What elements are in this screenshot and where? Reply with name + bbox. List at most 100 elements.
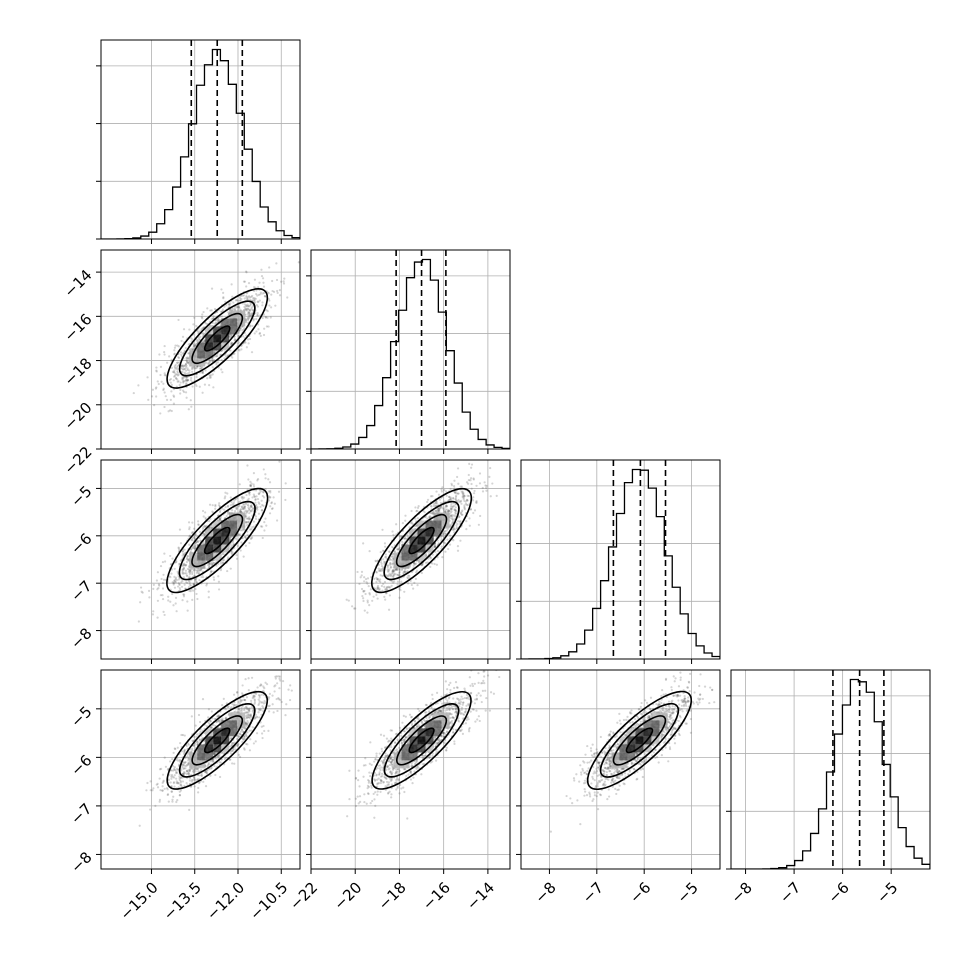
scatter-point (302, 260, 304, 262)
scatter-point (216, 361, 220, 364)
scatter-point (465, 528, 468, 531)
scatter-point (178, 383, 181, 387)
scatter-point (161, 581, 164, 585)
scatter-point (426, 500, 429, 504)
scatter-point (404, 514, 407, 517)
scatter-point (257, 328, 260, 331)
scatter-point (182, 593, 185, 596)
scatter-point (456, 545, 460, 548)
scatter-point (206, 377, 209, 380)
scatter-point (196, 597, 199, 601)
scatter-point (197, 523, 200, 527)
scatter-point (258, 299, 261, 302)
scatter-point (174, 596, 178, 599)
scatter-point (247, 304, 250, 308)
scatter-point (263, 729, 266, 733)
scatter-point (459, 539, 462, 542)
scatter-point (467, 473, 470, 477)
scatter-point (470, 487, 473, 490)
scatter-point (176, 371, 179, 374)
scatter-point (244, 544, 247, 547)
scatter-point (204, 516, 207, 519)
scatter-point (173, 346, 177, 349)
scatter-point (228, 303, 231, 307)
scatter-point (468, 435, 470, 437)
scatter-point (192, 346, 195, 349)
scatter-point (230, 342, 233, 345)
scatter-point (245, 521, 248, 524)
scatter-point (437, 493, 441, 496)
scatter-point (259, 505, 262, 508)
scatter-point (170, 358, 173, 361)
scatter-point (178, 548, 181, 551)
scatter-point (175, 366, 179, 369)
density-cell (197, 350, 206, 359)
scatter-point (230, 342, 234, 345)
scatter-point (211, 504, 214, 507)
scatter-point (208, 373, 211, 376)
scatter-point (193, 536, 196, 539)
scatter-point (160, 380, 163, 383)
scatter-point (193, 574, 196, 577)
scatter-point (248, 508, 251, 512)
contour-level-1 (191, 312, 244, 365)
scatter-point (248, 313, 251, 316)
scatter-point (155, 386, 158, 389)
scatter-point (286, 296, 289, 299)
scatter-point (261, 301, 264, 304)
scatter-point (177, 380, 180, 383)
scatter-point (237, 308, 240, 311)
scatter-point (181, 364, 184, 367)
scatter-point (157, 583, 161, 586)
scatter-point (256, 314, 259, 317)
panel-frame (310, 249, 511, 450)
scatter-point (250, 312, 253, 315)
scatter-point (263, 521, 266, 524)
scatter-point (169, 381, 172, 384)
scatter-point (278, 460, 281, 463)
scatter-point (186, 581, 189, 585)
scatter-point (220, 358, 223, 362)
scatter-point (468, 517, 471, 520)
scatter-point (254, 517, 258, 521)
scatter-point (202, 333, 205, 337)
scatter-point (187, 352, 190, 355)
scatter-point (201, 371, 204, 374)
scatter-point (253, 299, 256, 302)
scatter-point (245, 334, 248, 337)
scatter-point (252, 493, 255, 496)
scatter-point (472, 478, 475, 481)
scatter-point (264, 473, 267, 476)
scatter-point (228, 336, 232, 339)
scatter-point (404, 519, 407, 522)
scatter-point (246, 298, 249, 301)
scatter-point (478, 472, 482, 475)
contour-level-3 (370, 487, 473, 594)
scatter-point (152, 787, 155, 790)
scatter-point (178, 361, 181, 364)
contour-level-2 (178, 300, 256, 377)
scatter-point (259, 334, 262, 337)
scatter-point (262, 313, 266, 316)
scatter-point (242, 335, 245, 338)
scatter-point (210, 526, 213, 529)
scatter-point (184, 378, 188, 381)
scatter-point (420, 571, 423, 575)
scatter-point (218, 502, 221, 505)
scatter-point (195, 375, 198, 379)
scatter-point (366, 611, 369, 614)
scatter-point (208, 376, 211, 379)
scatter-point (250, 537, 253, 540)
scatter-point (188, 581, 191, 585)
scatter-point (262, 281, 265, 284)
scatter-point (190, 366, 194, 369)
scatter-point (149, 780, 152, 783)
scatter-point (426, 498, 430, 501)
scatter-point (229, 567, 232, 570)
scatter-point (278, 294, 282, 297)
scatter-point (219, 517, 222, 520)
scatter-point (220, 288, 223, 291)
scatter-point (271, 289, 274, 293)
scatter-point (198, 367, 202, 370)
scatter-point (253, 289, 256, 293)
